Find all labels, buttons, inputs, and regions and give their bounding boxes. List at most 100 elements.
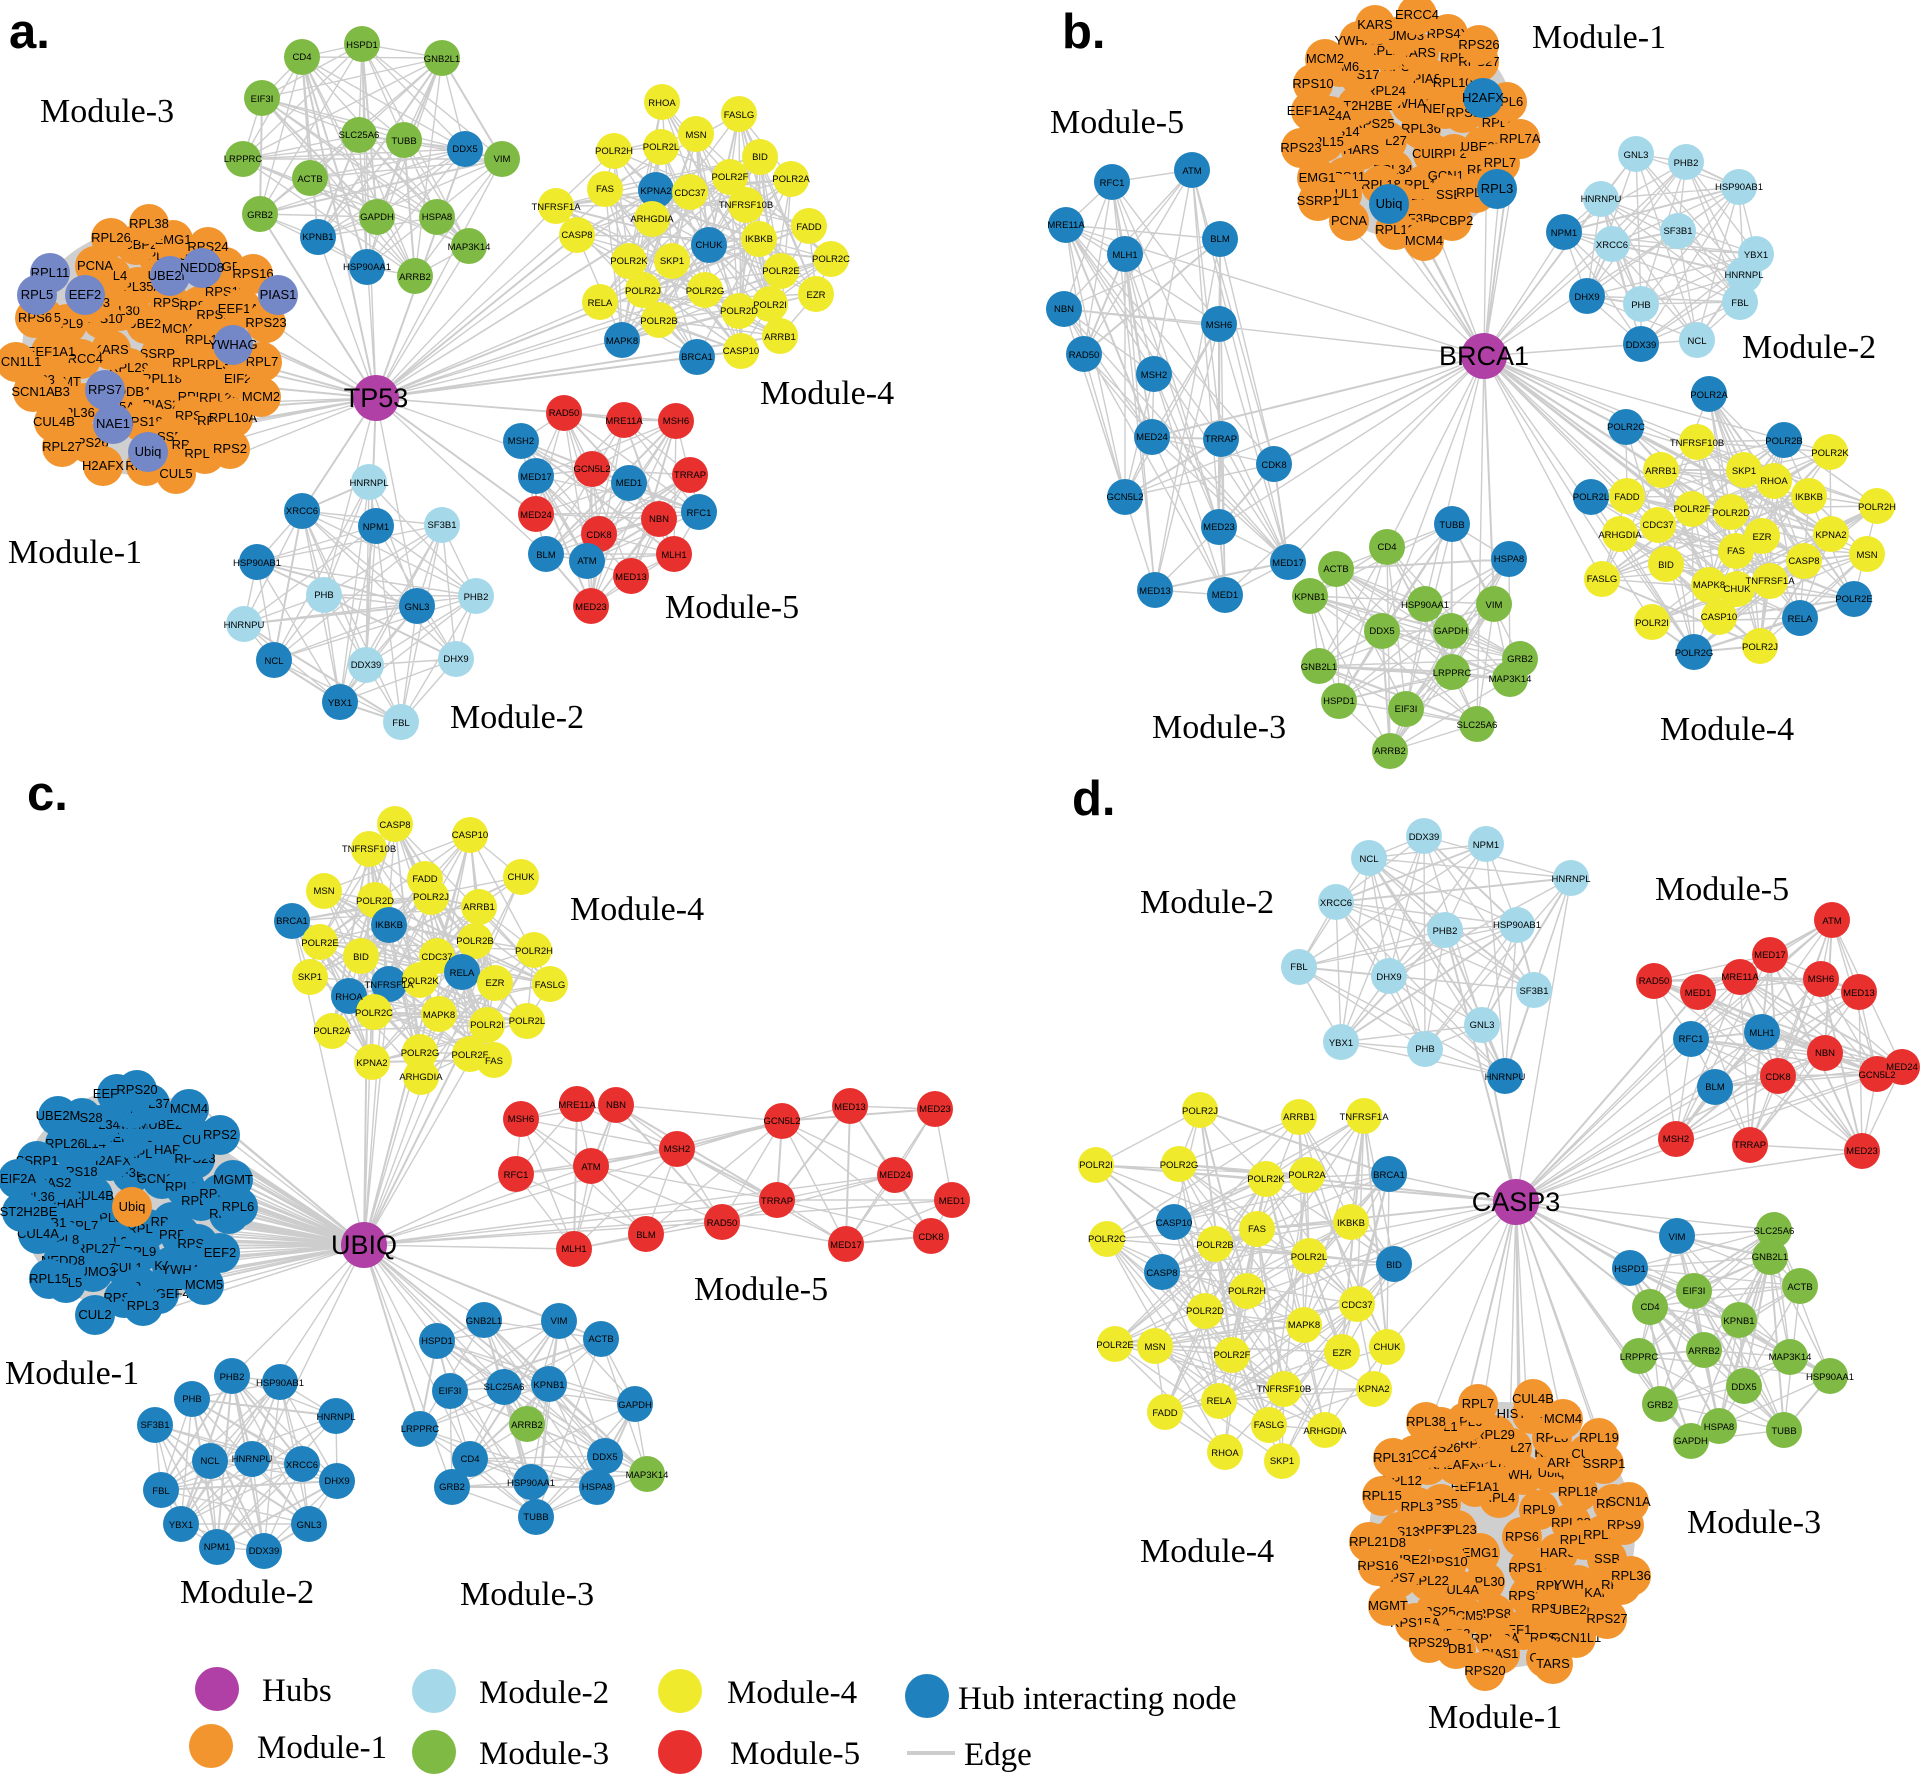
svg-text:BLM: BLM bbox=[1705, 1082, 1725, 1093]
svg-text:HNRNPL: HNRNPL bbox=[1724, 270, 1763, 281]
svg-text:GAPDH: GAPDH bbox=[360, 212, 394, 223]
svg-text:IKBKB: IKBKB bbox=[745, 234, 773, 245]
svg-text:LRPPRC: LRPPRC bbox=[1620, 1352, 1659, 1363]
svg-text:Module-4: Module-4 bbox=[760, 375, 894, 412]
svg-text:MSH6: MSH6 bbox=[1808, 974, 1834, 985]
svg-text:SSB: SSB bbox=[1436, 187, 1462, 202]
svg-text:MED17: MED17 bbox=[1272, 558, 1304, 569]
svg-text:NPM1: NPM1 bbox=[1551, 228, 1577, 239]
svg-text:BLM: BLM bbox=[536, 550, 556, 561]
svg-text:DHX9: DHX9 bbox=[443, 654, 468, 665]
svg-text:MAPK8: MAPK8 bbox=[1693, 580, 1725, 591]
svg-text:MSN: MSN bbox=[685, 130, 706, 141]
svg-text:HSPA8: HSPA8 bbox=[1704, 1422, 1734, 1433]
svg-text:RFC1: RFC1 bbox=[1679, 1034, 1704, 1045]
svg-text:HSPA8: HSPA8 bbox=[1494, 554, 1524, 565]
svg-text:MED24: MED24 bbox=[520, 510, 552, 521]
svg-text:Module-2: Module-2 bbox=[1742, 329, 1876, 366]
svg-text:PHB: PHB bbox=[1415, 1044, 1435, 1055]
svg-text:MSN: MSN bbox=[1144, 1342, 1165, 1353]
svg-text:GNB2L1: GNB2L1 bbox=[424, 54, 460, 65]
svg-text:CD4: CD4 bbox=[1377, 542, 1396, 553]
svg-text:MED17: MED17 bbox=[830, 1240, 862, 1251]
svg-text:RPL18: RPL18 bbox=[142, 371, 182, 386]
svg-text:NCL: NCL bbox=[200, 1456, 219, 1467]
svg-text:POLR2I: POLR2I bbox=[470, 1020, 504, 1031]
svg-text:SLC25A6: SLC25A6 bbox=[1457, 720, 1498, 731]
svg-text:POLR2J: POLR2J bbox=[1742, 642, 1778, 653]
svg-text:PHB: PHB bbox=[182, 1394, 202, 1405]
svg-text:FBL: FBL bbox=[1731, 298, 1748, 309]
svg-text:d.: d. bbox=[1072, 772, 1116, 826]
svg-text:ARHGDIA: ARHGDIA bbox=[1303, 1426, 1347, 1437]
svg-text:MED13: MED13 bbox=[834, 1102, 866, 1113]
svg-text:POLR2I: POLR2I bbox=[1079, 1160, 1113, 1171]
svg-text:SSRP1: SSRP1 bbox=[1297, 193, 1340, 208]
svg-text:HSP90AB1: HSP90AB1 bbox=[233, 558, 281, 569]
svg-text:TNFRSF10B: TNFRSF10B bbox=[1670, 438, 1724, 449]
svg-text:SKP1: SKP1 bbox=[1270, 1456, 1294, 1467]
svg-text:BLM: BLM bbox=[1210, 234, 1230, 245]
svg-text:NBN: NBN bbox=[1054, 304, 1074, 315]
svg-text:YBX1: YBX1 bbox=[169, 1520, 193, 1531]
svg-text:DHX9: DHX9 bbox=[1376, 972, 1401, 983]
svg-text:GRB2: GRB2 bbox=[1647, 1400, 1673, 1411]
svg-text:RELA: RELA bbox=[450, 968, 475, 979]
svg-text:GCN5L2: GCN5L2 bbox=[764, 1116, 801, 1127]
svg-text:PHB2: PHB2 bbox=[1674, 158, 1699, 169]
svg-text:MAPK8: MAPK8 bbox=[606, 336, 638, 347]
svg-text:KPNB1: KPNB1 bbox=[302, 232, 333, 243]
svg-text:RPL24: RPL24 bbox=[1366, 83, 1406, 98]
svg-text:PHB: PHB bbox=[1631, 300, 1651, 311]
svg-text:ARRB1: ARRB1 bbox=[1645, 466, 1677, 477]
svg-text:H2AFX: H2AFX bbox=[82, 458, 124, 473]
svg-text:Module-5: Module-5 bbox=[730, 1736, 860, 1772]
svg-text:ARRB1: ARRB1 bbox=[463, 902, 495, 913]
svg-text:PCNA: PCNA bbox=[77, 258, 113, 273]
svg-text:POLR2L: POLR2L bbox=[1573, 492, 1609, 503]
svg-text:XRCC6: XRCC6 bbox=[286, 1460, 318, 1471]
svg-text:ACTB: ACTB bbox=[588, 1334, 613, 1345]
svg-text:ARHGDIA: ARHGDIA bbox=[399, 1072, 443, 1083]
svg-text:CUL4B: CUL4B bbox=[72, 1188, 114, 1203]
svg-text:MCM4: MCM4 bbox=[1405, 233, 1443, 248]
svg-text:TARS: TARS bbox=[1536, 1656, 1570, 1671]
svg-text:RAD50: RAD50 bbox=[549, 408, 580, 419]
svg-text:RPL7: RPL7 bbox=[1462, 1396, 1495, 1411]
svg-text:Module-3: Module-3 bbox=[1152, 709, 1286, 746]
svg-text:Module-2: Module-2 bbox=[479, 1675, 609, 1711]
svg-text:POLR2C: POLR2C bbox=[355, 1008, 393, 1019]
svg-text:IKBKB: IKBKB bbox=[1795, 492, 1823, 503]
svg-text:CD4: CD4 bbox=[1640, 1302, 1659, 1313]
svg-text:MED23: MED23 bbox=[1846, 1146, 1878, 1157]
svg-text:YBX1: YBX1 bbox=[1744, 250, 1768, 261]
svg-text:RPL26: RPL26 bbox=[91, 230, 131, 245]
svg-text:Module-2: Module-2 bbox=[1140, 884, 1274, 921]
svg-text:RPS29: RPS29 bbox=[1408, 1635, 1449, 1650]
svg-text:CDK8: CDK8 bbox=[586, 530, 611, 541]
svg-text:MSH6: MSH6 bbox=[663, 416, 689, 427]
svg-text:FADD: FADD bbox=[412, 874, 437, 885]
svg-text:NBN: NBN bbox=[649, 514, 669, 525]
svg-text:ACTB: ACTB bbox=[1323, 564, 1348, 575]
svg-text:HSP90AB1: HSP90AB1 bbox=[256, 1378, 304, 1389]
svg-text:GCN5L2: GCN5L2 bbox=[1107, 492, 1144, 503]
svg-text:MCM2: MCM2 bbox=[1306, 51, 1344, 66]
svg-text:EIF3I: EIF3I bbox=[251, 94, 274, 105]
svg-text:DDX5: DDX5 bbox=[1731, 1382, 1756, 1393]
svg-text:RPS7: RPS7 bbox=[88, 382, 122, 397]
svg-text:TNFRSF10B: TNFRSF10B bbox=[1257, 1384, 1311, 1395]
svg-text:ATM: ATM bbox=[1182, 166, 1201, 177]
svg-text:POLR2L: POLR2L bbox=[1291, 1252, 1327, 1263]
svg-text:GAPDH: GAPDH bbox=[618, 1400, 652, 1411]
svg-text:SF3B1: SF3B1 bbox=[140, 1420, 169, 1431]
svg-text:SKP1: SKP1 bbox=[660, 256, 684, 267]
svg-text:EIF2A: EIF2A bbox=[0, 1171, 36, 1186]
svg-text:CUL5: CUL5 bbox=[159, 466, 192, 481]
svg-text:RFC1: RFC1 bbox=[504, 1170, 529, 1181]
svg-text:RPL15: RPL15 bbox=[29, 1271, 69, 1286]
svg-text:MED17: MED17 bbox=[520, 472, 552, 483]
svg-text:DDX39: DDX39 bbox=[1626, 340, 1657, 351]
svg-text:HNRNPL: HNRNPL bbox=[316, 1412, 355, 1423]
svg-text:RPS2: RPS2 bbox=[213, 441, 247, 456]
